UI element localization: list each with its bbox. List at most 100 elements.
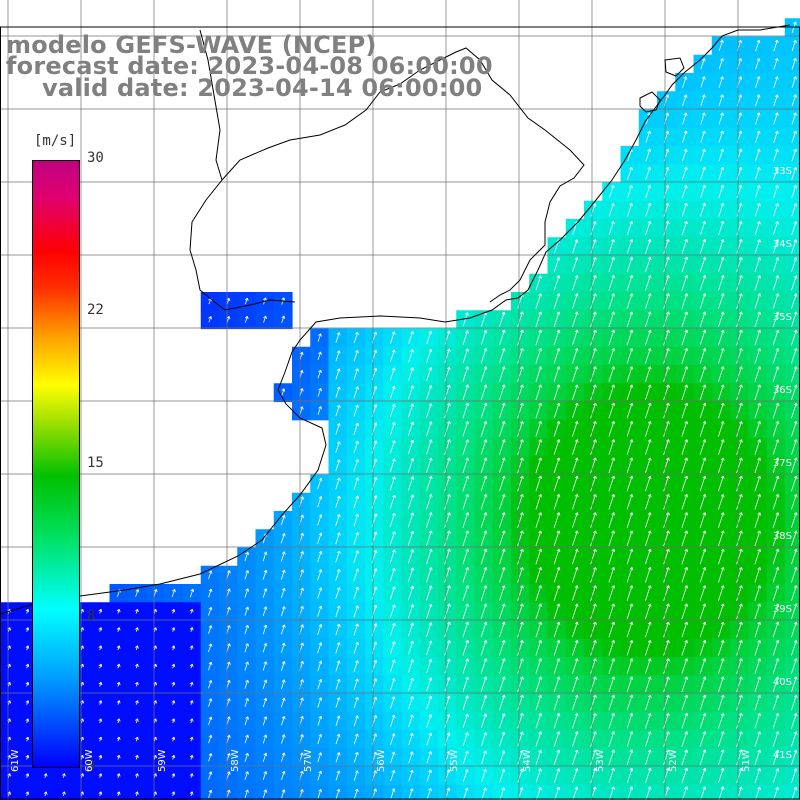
wind-arrow <box>754 384 761 401</box>
wind-arrow <box>736 548 743 565</box>
wind-arrow <box>791 311 798 328</box>
wind-cell <box>365 456 384 476</box>
wind-cell <box>401 511 421 530</box>
wind-arrow <box>626 420 634 437</box>
wind-arrow <box>718 329 725 346</box>
wind-cell <box>620 620 640 640</box>
valid-date: valid date: 2023-04-14 06:00:00 <box>42 74 483 102</box>
wind-arrow <box>736 256 743 273</box>
wind-arrow <box>681 420 688 437</box>
wind-arrow <box>791 512 798 528</box>
wind-arrow <box>171 627 176 632</box>
wind-arrow <box>645 603 652 620</box>
wind-arrow <box>389 440 396 454</box>
wind-arrow <box>773 203 779 217</box>
wind-arrow <box>754 239 761 254</box>
wind-arrow <box>189 663 194 669</box>
wind-arrow <box>262 624 268 635</box>
wind-cell <box>584 547 603 567</box>
wind-arrow <box>608 457 615 474</box>
colorbar-tick-15: 15 <box>87 455 104 471</box>
wind-arrow <box>736 366 743 382</box>
wind-cell <box>328 328 348 348</box>
wind-arrow <box>480 384 488 401</box>
wind-cell <box>784 565 800 585</box>
wind-arrow <box>608 293 615 309</box>
wind-arrow <box>699 530 707 547</box>
wind-cell <box>784 182 800 202</box>
wind-arrow <box>407 585 415 601</box>
wind-arrow <box>590 548 597 565</box>
wind-arrow <box>244 624 249 635</box>
wind-arrow <box>608 512 615 528</box>
wind-arrow <box>572 731 579 747</box>
wind-cell <box>200 657 220 676</box>
wind-arrow <box>572 712 579 729</box>
wind-arrow <box>353 550 359 563</box>
wind-cell <box>237 675 257 695</box>
wind-arrow <box>608 548 615 565</box>
wind-arrow <box>772 366 780 382</box>
wind-cell <box>383 456 403 476</box>
wind-cell <box>383 565 403 585</box>
wind-arrow <box>280 551 286 562</box>
wind-arrow <box>462 384 469 401</box>
wind-arrow <box>608 566 615 583</box>
wind-cell <box>292 565 311 585</box>
wind-arrow <box>590 274 597 291</box>
wind-arrow <box>736 202 743 217</box>
wind-arrow <box>590 347 597 364</box>
wind-arrow <box>773 39 779 52</box>
wind-arrow <box>645 366 652 382</box>
wind-arrow <box>572 548 579 565</box>
wind-arrow <box>444 585 451 601</box>
wind-arrow <box>281 388 286 397</box>
wind-arrow <box>480 694 488 711</box>
wind-cell <box>784 711 800 731</box>
wind-arrow <box>553 420 561 437</box>
wind-arrow <box>608 639 615 656</box>
wind-arrow <box>244 679 249 689</box>
wind-arrow <box>262 771 268 781</box>
wind-cell <box>766 365 786 384</box>
wind-cell <box>438 438 457 457</box>
wind-arrow <box>389 567 396 582</box>
wind-arrow <box>736 329 743 346</box>
wind-arrow <box>700 76 706 88</box>
wind-arrow <box>480 603 488 620</box>
wind-arrow <box>663 202 670 217</box>
wind-arrow <box>62 773 66 778</box>
wind-arrow <box>553 712 561 729</box>
wind-arrow <box>171 681 176 687</box>
wind-arrow <box>426 330 433 345</box>
lat-label-40s: 40S <box>772 677 792 688</box>
wind-arrow <box>663 603 670 620</box>
wind-cell <box>474 438 494 457</box>
wind-arrow <box>535 493 542 510</box>
wind-arrow <box>553 603 561 620</box>
wind-arrow <box>700 94 706 107</box>
wind-arrow <box>171 791 176 797</box>
wind-arrow <box>718 694 725 711</box>
lon-label-56w: 56W <box>376 749 387 772</box>
wind-arrow <box>462 475 469 492</box>
wind-arrow <box>390 769 396 782</box>
wind-arrow <box>772 639 780 656</box>
wind-arrow <box>791 184 798 199</box>
wind-arrow <box>389 604 396 619</box>
wind-cell <box>438 474 457 494</box>
wind-arrow <box>736 512 743 528</box>
wind-arrow <box>116 608 121 614</box>
wind-arrow <box>645 530 652 547</box>
wind-arrow <box>645 202 652 217</box>
wind-cell <box>730 91 749 111</box>
wind-arrow <box>535 712 542 729</box>
wind-cell <box>784 693 800 713</box>
wind-cell <box>419 748 439 768</box>
wind-arrow <box>699 512 707 528</box>
wind-cell <box>292 547 311 567</box>
wind-cell <box>292 511 311 530</box>
wind-cell <box>711 255 731 275</box>
wind-cell <box>182 675 202 695</box>
wind-arrow <box>590 621 597 638</box>
